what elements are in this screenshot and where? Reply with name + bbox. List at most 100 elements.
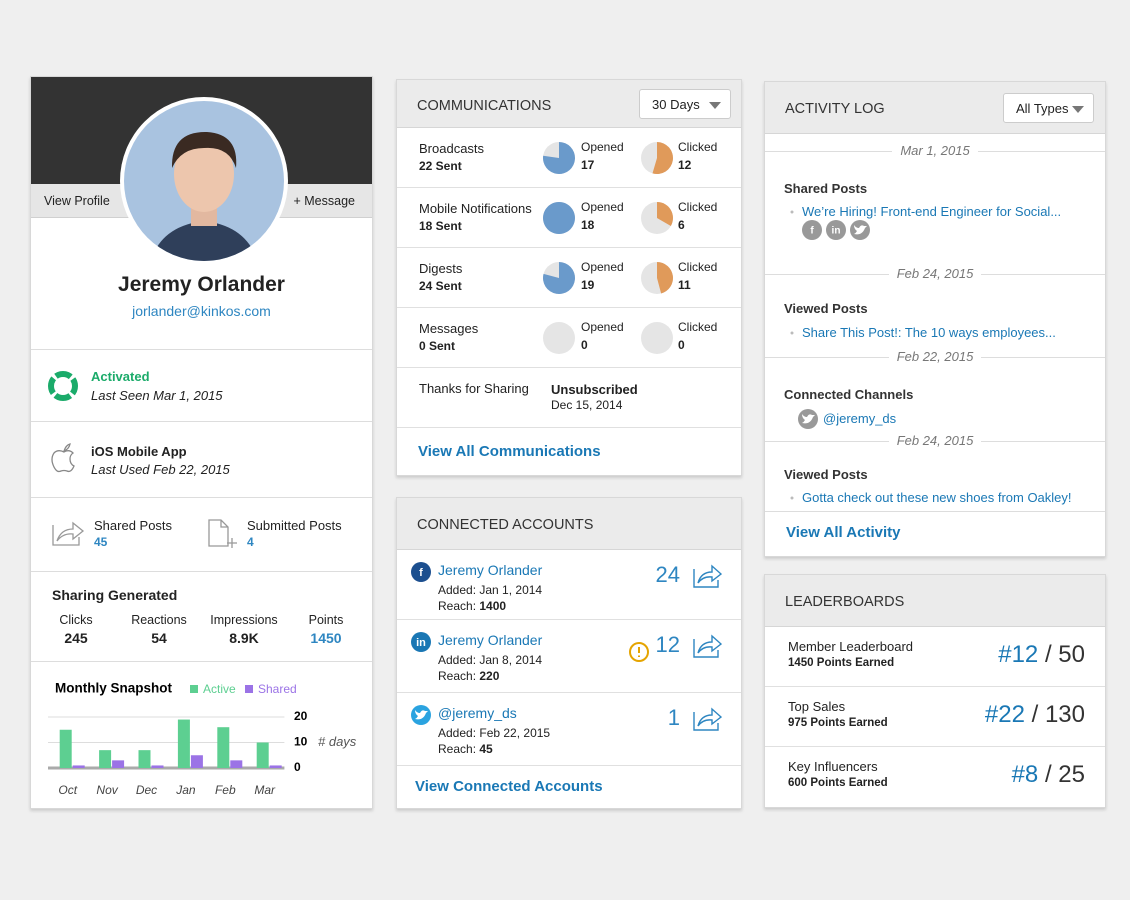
period-dropdown[interactable]: 30 Days bbox=[639, 89, 731, 119]
comm-sent: 24 Sent bbox=[419, 279, 462, 293]
legend-label: Shared bbox=[258, 682, 297, 696]
pie-chart bbox=[543, 262, 575, 294]
view-activity-link[interactable]: View All Activity bbox=[786, 524, 901, 541]
opened-value: 0 bbox=[581, 338, 588, 352]
leader-name: Member Leaderboard bbox=[788, 639, 914, 654]
card-title: ACTIVITY LOG bbox=[785, 101, 885, 117]
divider bbox=[31, 661, 372, 662]
reach-label: Reach: bbox=[438, 599, 477, 613]
share-glyph bbox=[693, 707, 722, 731]
share-icon bbox=[52, 521, 85, 546]
y-tick-label: 10 bbox=[294, 735, 308, 749]
stat-label: Points bbox=[308, 613, 344, 627]
user-email[interactable]: jorlander@kinkos.com bbox=[132, 303, 271, 319]
view-profile[interactable]: View Profile bbox=[44, 194, 110, 208]
view-all-link[interactable]: View All Communications bbox=[418, 443, 601, 460]
entry-item[interactable]: Gotta check out these new shoes from Oak… bbox=[802, 490, 1072, 505]
opened-value: 19 bbox=[581, 278, 595, 292]
icon-bg bbox=[411, 632, 431, 652]
account-name[interactable]: Jeremy Orlander bbox=[438, 562, 543, 578]
pie-slice bbox=[543, 142, 575, 174]
share-button[interactable] bbox=[692, 561, 722, 589]
entry-item[interactable]: Share This Post!: The 10 ways employees.… bbox=[802, 325, 1056, 340]
bar bbox=[59, 729, 72, 768]
share-icons: f in bbox=[802, 220, 870, 240]
share-button[interactable] bbox=[692, 631, 722, 659]
network-icon bbox=[411, 705, 431, 725]
unsub-date: Dec 15, 2014 bbox=[551, 398, 623, 412]
stat-label: Reactions bbox=[131, 613, 187, 627]
leader-name: Top Sales bbox=[788, 699, 846, 714]
leader-row bbox=[765, 687, 1105, 747]
comm-row bbox=[397, 308, 741, 368]
message[interactable]: + Message bbox=[293, 194, 356, 208]
x-tick-label: Oct bbox=[58, 783, 77, 797]
entry-item[interactable]: We’re Hiring! Front-end Engineer for Soc… bbox=[802, 204, 1062, 219]
leader-name: Key Influencers bbox=[788, 759, 878, 774]
type-dropdown[interactable]: All Types bbox=[1003, 93, 1094, 123]
x-tick-label: Mar bbox=[254, 783, 276, 797]
entry-date: Mar 1, 2015 bbox=[765, 143, 1105, 158]
leader-rank: #22 / 130 bbox=[984, 701, 1085, 728]
comm-name: Thanks for Sharing bbox=[419, 381, 529, 396]
bar bbox=[177, 719, 190, 768]
rank: #22 bbox=[984, 701, 1025, 728]
icon-bg bbox=[826, 220, 846, 240]
entry-date: Feb 24, 2015 bbox=[765, 266, 1105, 281]
status-label: Activated bbox=[91, 369, 150, 384]
stat-label: Clicks bbox=[59, 613, 93, 627]
network-icon: in bbox=[411, 632, 431, 652]
clicked-value: 12 bbox=[678, 158, 692, 172]
bullet bbox=[790, 210, 794, 214]
comm-name: Digests bbox=[419, 261, 463, 276]
communications-card: COMMUNICATIONS 30 Days Broadcasts 22 Sent… bbox=[396, 79, 742, 476]
divider bbox=[31, 421, 372, 422]
x-tick-label: Dec bbox=[136, 783, 157, 797]
leader-row bbox=[765, 627, 1105, 687]
account-name[interactable]: Jeremy Orlander bbox=[438, 632, 543, 648]
reach-line: Reach: 1400 bbox=[438, 599, 506, 613]
view-accounts-link[interactable]: View Connected Accounts bbox=[415, 778, 603, 795]
account-row bbox=[397, 620, 741, 693]
clicked-value: 0 bbox=[678, 338, 685, 352]
entry-item[interactable]: @jeremy_ds bbox=[823, 411, 897, 426]
submitted-posts-label: Submitted Posts bbox=[247, 518, 342, 533]
stat-value: 8.9K bbox=[229, 630, 259, 646]
status-icon bbox=[47, 370, 79, 402]
entry-type: Shared Posts bbox=[784, 181, 868, 196]
pie-slice bbox=[542, 202, 575, 234]
avatar bbox=[120, 97, 288, 265]
divider bbox=[31, 497, 372, 498]
twitter-glyph bbox=[415, 710, 428, 720]
entry-date-text: Mar 1, 2015 bbox=[892, 143, 978, 158]
comm-name: Mobile Notifications bbox=[419, 201, 532, 216]
account-name[interactable]: @jeremy_ds bbox=[438, 705, 517, 721]
leaderboards-card: LEADERBOARDS Member Leaderboard 1450 Poin… bbox=[764, 574, 1106, 808]
twitter-glyph bbox=[802, 414, 815, 424]
icon-letter: f bbox=[419, 567, 423, 579]
entry-type: Viewed Posts bbox=[784, 467, 868, 482]
opened-label: Opened bbox=[581, 200, 624, 214]
entry-date-text: Feb 24, 2015 bbox=[888, 266, 982, 281]
card-header bbox=[397, 498, 741, 550]
account-added: Added: Jan 8, 2014 bbox=[438, 653, 543, 667]
bar bbox=[112, 760, 125, 768]
status-detail: Last Seen Mar 1, 2015 bbox=[91, 388, 223, 403]
bar bbox=[269, 765, 282, 768]
bullet bbox=[790, 496, 794, 500]
pie-chart bbox=[641, 142, 673, 174]
account-count: 12 bbox=[655, 632, 680, 657]
bar bbox=[230, 760, 243, 768]
entry-date-text: Feb 24, 2015 bbox=[888, 433, 982, 448]
rank-total: 130 bbox=[1044, 701, 1085, 728]
activity-card: ACTIVITY LOG All Types Mar 1, 2015 Shared… bbox=[764, 81, 1106, 557]
submitted-posts-value: 4 bbox=[247, 535, 254, 549]
share-glyph bbox=[693, 564, 722, 588]
account-added: Added: Feb 22, 2015 bbox=[438, 726, 551, 740]
account-row bbox=[397, 550, 741, 620]
rank: #8 bbox=[1011, 761, 1039, 788]
icon-bg bbox=[411, 562, 431, 582]
share-button[interactable] bbox=[692, 704, 722, 732]
